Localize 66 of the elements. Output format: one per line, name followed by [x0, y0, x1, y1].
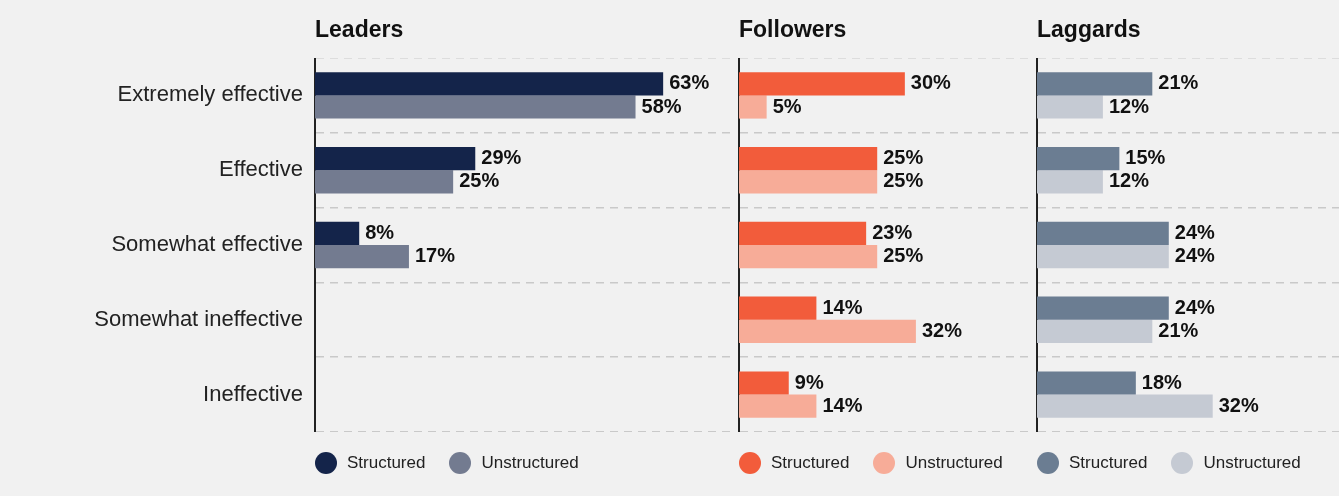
bar	[739, 394, 817, 418]
data-label: 21%	[1158, 71, 1199, 94]
chart-title: Laggards	[1037, 16, 1141, 43]
y-tick-label: Somewhat effective	[111, 231, 303, 257]
data-label: 23%	[872, 220, 913, 243]
data-label: 63%	[669, 71, 710, 94]
data-label: 14%	[822, 393, 863, 416]
legend-label: Structured	[1069, 453, 1148, 473]
data-label: 12%	[1108, 169, 1150, 192]
bar	[739, 170, 878, 194]
data-label: 17%	[414, 244, 456, 267]
bar	[739, 319, 916, 343]
bar	[739, 95, 767, 119]
bar	[1037, 296, 1169, 320]
data-label: 9%	[794, 370, 824, 393]
bar	[315, 95, 636, 119]
bar	[1037, 221, 1169, 245]
bar	[315, 72, 664, 96]
y-tick-label: Extremely effective	[117, 81, 303, 107]
legend-label: Unstructured	[481, 453, 579, 473]
bar	[315, 170, 454, 194]
chart-title: Leaders	[315, 16, 404, 43]
data-label: 32%	[921, 318, 963, 341]
data-label: 58%	[641, 94, 682, 117]
data-label: 25%	[883, 146, 924, 169]
bar	[1037, 371, 1136, 395]
bar	[739, 371, 789, 395]
bar	[739, 147, 878, 171]
y-tick-label: Ineffective	[203, 380, 303, 406]
bar	[739, 296, 817, 320]
data-label: 8%	[365, 220, 395, 243]
bar	[315, 221, 360, 245]
data-label: 25%	[459, 169, 500, 192]
legend-label: Structured	[771, 453, 850, 473]
data-label: 12%	[1108, 94, 1150, 117]
legend-label: Structured	[347, 453, 426, 473]
data-label: 25%	[883, 169, 924, 192]
data-label: 32%	[1218, 393, 1259, 416]
bar	[739, 245, 878, 269]
bar	[739, 72, 905, 96]
data-label: 15%	[1125, 146, 1166, 169]
data-label: 30%	[910, 71, 952, 94]
data-label: 18%	[1141, 370, 1183, 393]
y-tick-label: Effective	[219, 156, 303, 182]
data-label: 24%	[1174, 220, 1216, 243]
bar	[1037, 394, 1213, 418]
bar	[315, 245, 409, 269]
data-label: 14%	[822, 295, 863, 318]
data-label: 29%	[481, 146, 522, 169]
data-label: 21%	[1158, 318, 1199, 341]
bar	[1037, 72, 1153, 96]
data-label: 24%	[1174, 244, 1216, 267]
bar	[739, 221, 867, 245]
data-label: 5%	[772, 94, 802, 117]
bar	[1037, 95, 1103, 119]
data-label: 25%	[883, 244, 924, 267]
y-tick-label: Somewhat ineffective	[94, 305, 303, 331]
legend-label: Unstructured	[905, 453, 1003, 473]
bar	[1037, 170, 1103, 194]
bar	[1037, 245, 1169, 269]
bar	[1037, 147, 1120, 171]
legend-label: Unstructured	[1203, 453, 1301, 473]
bar	[1037, 319, 1153, 343]
bar	[315, 147, 476, 171]
data-label: 24%	[1174, 295, 1216, 318]
chart-title: Followers	[739, 16, 847, 43]
